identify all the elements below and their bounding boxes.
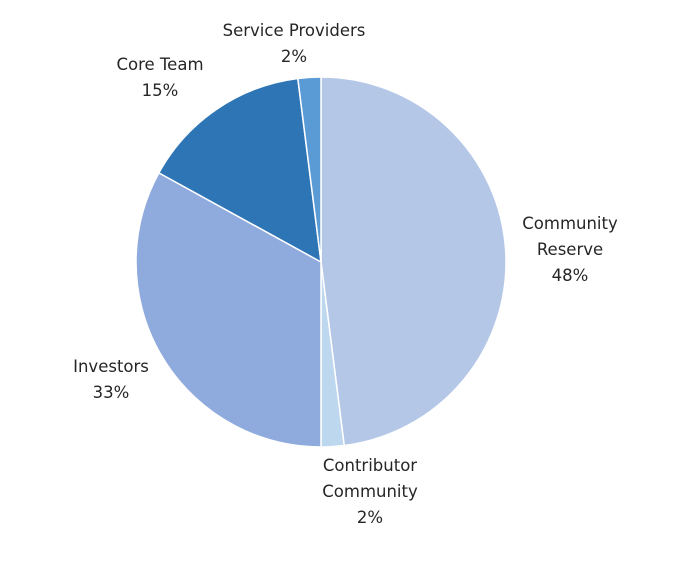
slice-percent-label: 2% bbox=[281, 47, 307, 66]
slice-name-label: Contributor bbox=[323, 456, 417, 475]
slice-name-label: Investors bbox=[73, 357, 149, 376]
slice-name-label: Core Team bbox=[116, 55, 203, 74]
slice-name-label: Service Providers bbox=[223, 21, 366, 40]
slice-percent-label: 15% bbox=[142, 81, 179, 100]
slice-percent-label: 2% bbox=[357, 508, 383, 527]
pie-slices bbox=[136, 77, 506, 447]
data-label-core-team: Core Team 15% bbox=[116, 55, 203, 100]
data-label-community-reserve: Community Reserve 48% bbox=[522, 214, 618, 285]
slice-percent-label: 48% bbox=[552, 266, 589, 285]
data-label-contributor-community: Contributor Community 2% bbox=[322, 456, 418, 527]
data-label-investors: Investors 33% bbox=[73, 357, 149, 402]
pie-slice-community-reserve bbox=[321, 77, 506, 446]
slice-name-label: Community bbox=[322, 482, 418, 501]
slice-percent-label: 33% bbox=[93, 383, 130, 402]
slice-name-label: Reserve bbox=[537, 240, 603, 259]
data-label-service-providers: Service Providers 2% bbox=[223, 21, 366, 66]
slice-name-label: Community bbox=[522, 214, 618, 233]
